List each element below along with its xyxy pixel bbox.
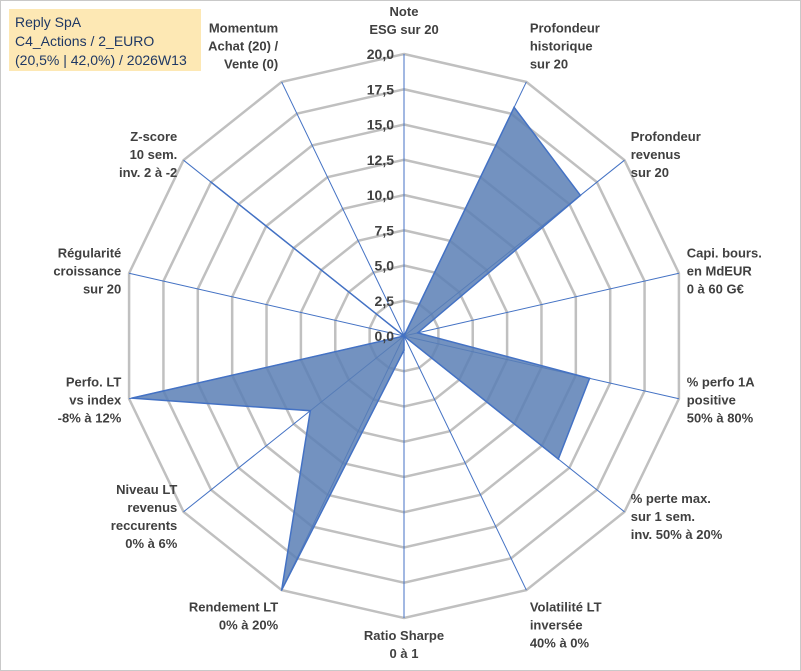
data-point-3 [416, 332, 419, 334]
axis-label-1: Profondeur historique sur 20 [530, 21, 600, 72]
info-period: (20,5% | 42,0%) / 2026W13 [15, 52, 187, 68]
axis-label-10: Perfo. LT vs index -8% à 12% [58, 375, 122, 426]
axis-label-line: revenus [127, 500, 177, 515]
axis-label-9: Niveau LT revenus reccurents 0% à 6% [111, 482, 178, 551]
tick-label-0: 0,0 [375, 328, 395, 344]
axis-label-line: inv. 50% à 20% [631, 527, 723, 542]
axis-label-line: en MdEUR [687, 263, 753, 278]
axis-label-line: % perfo 1A [687, 375, 756, 390]
axis-spoke-11 [128, 272, 405, 337]
axis-label-line: 0% à 6% [125, 536, 177, 551]
axis-label-line: inv. 2 à -2 [119, 165, 177, 180]
axis-label-2: Profondeur revenus sur 20 [631, 129, 701, 180]
axis-label-line: sur 20 [530, 57, 568, 72]
axis-label-line: sur 1 sem. [631, 509, 695, 524]
axis-label-line: sur 20 [631, 165, 669, 180]
axis-label-12: Z-score 10 sem. inv. 2 à -2 [119, 129, 177, 180]
axis-label-line: Capi. bours. [687, 245, 762, 260]
axis-label-line: Achat (20) / [208, 39, 278, 54]
data-point-12 [210, 181, 212, 183]
data-point-13 [403, 335, 405, 337]
axis-label-line: 0 à 60 G€ [687, 281, 744, 296]
info-box: Reply SpA C4_Actions / 2_EURO (20,5% | 4… [9, 9, 201, 71]
axis-label-7: Ratio Sharpe 0 à 1 [364, 628, 444, 661]
data-point-4 [588, 377, 591, 380]
info-company: Reply SpA [15, 14, 82, 30]
axis-label-line: % perte max. [631, 491, 711, 506]
axis-label-line: Momentum [209, 21, 278, 36]
axis-label-line: Z-score [130, 129, 177, 144]
axis-label-line: positive [687, 393, 736, 408]
axis-label-line: 50% à 80% [687, 411, 754, 426]
tick-label-5: 12,5 [367, 152, 394, 168]
axis-spoke-13 [281, 81, 405, 337]
axis-label-3: Capi. bours. en MdEUR 0 à 60 G€ [687, 245, 762, 296]
axis-label-line: vs index [69, 393, 122, 408]
data-series-area [131, 105, 591, 591]
axis-label-line: Profondeur [631, 129, 701, 144]
axis-label-line: 0% à 20% [219, 617, 279, 632]
axis-label-line: Rendement LT [189, 599, 278, 614]
axis-label-line: revenus [631, 147, 681, 162]
axis-label-line: Vente (0) [224, 57, 278, 72]
axis-label-line: 0 à 1 [390, 646, 419, 661]
info-category: C4_Actions / 2_EURO [15, 33, 155, 49]
tick-label-6: 15,0 [367, 117, 394, 133]
axis-spoke-3 [403, 272, 680, 337]
tick-label-4: 10,0 [367, 187, 394, 203]
axis-label-8: Rendement LT 0% à 20% [189, 599, 279, 632]
axis-label-line: sur 20 [83, 281, 121, 296]
data-point-7 [403, 349, 405, 351]
axis-label-line: reccurents [111, 518, 177, 533]
axis-label-13: Momentum Achat (20) / Vente (0) [208, 21, 278, 72]
tick-label-7: 17,5 [367, 81, 394, 97]
axis-label-6: Volatilité LT inversée 40% à 0% [530, 599, 602, 650]
axis-label-line: Ratio Sharpe [364, 628, 444, 643]
axis-label-line: 10 sem. [130, 147, 178, 162]
axis-label-line: inversée [530, 617, 583, 632]
axis-spoke-6 [403, 335, 527, 591]
axis-label-line: croissance [53, 263, 121, 278]
axis-label-line: Niveau LT [116, 482, 177, 497]
axis-label-line: Profondeur [530, 21, 600, 36]
tick-label-1: 2,5 [375, 293, 395, 309]
tick-label-2: 5,0 [375, 258, 395, 274]
tick-label-3: 7,5 [375, 222, 395, 238]
axis-label-line: Régularité [58, 245, 122, 260]
axis-label-line: -8% à 12% [58, 411, 122, 426]
data-point-2 [579, 194, 582, 197]
axis-label-4: % perfo 1A positive 50% à 80% [687, 375, 756, 426]
axis-label-5: % perte max. sur 1 sem. inv. 50% à 20% [631, 491, 723, 542]
axis-label-line: Note [390, 4, 419, 19]
axis-label-line: 40% à 0% [530, 635, 590, 650]
data-point-9 [309, 409, 312, 412]
data-point-8 [280, 589, 283, 591]
tick-label-8: 20,0 [367, 46, 394, 62]
axis-label-line: Volatilité LT [530, 599, 602, 614]
axis-label-line: ESG sur 20 [369, 22, 438, 37]
axis-label-11: Régularité croissance sur 20 [53, 245, 121, 296]
data-point-5 [557, 458, 560, 460]
axis-label-line: historique [530, 39, 593, 54]
axis-label-line: Perfo. LT [66, 375, 121, 390]
axis-label-0: Note ESG sur 20 [369, 4, 438, 37]
data-point-1 [513, 106, 515, 109]
data-point-10 [131, 397, 133, 399]
